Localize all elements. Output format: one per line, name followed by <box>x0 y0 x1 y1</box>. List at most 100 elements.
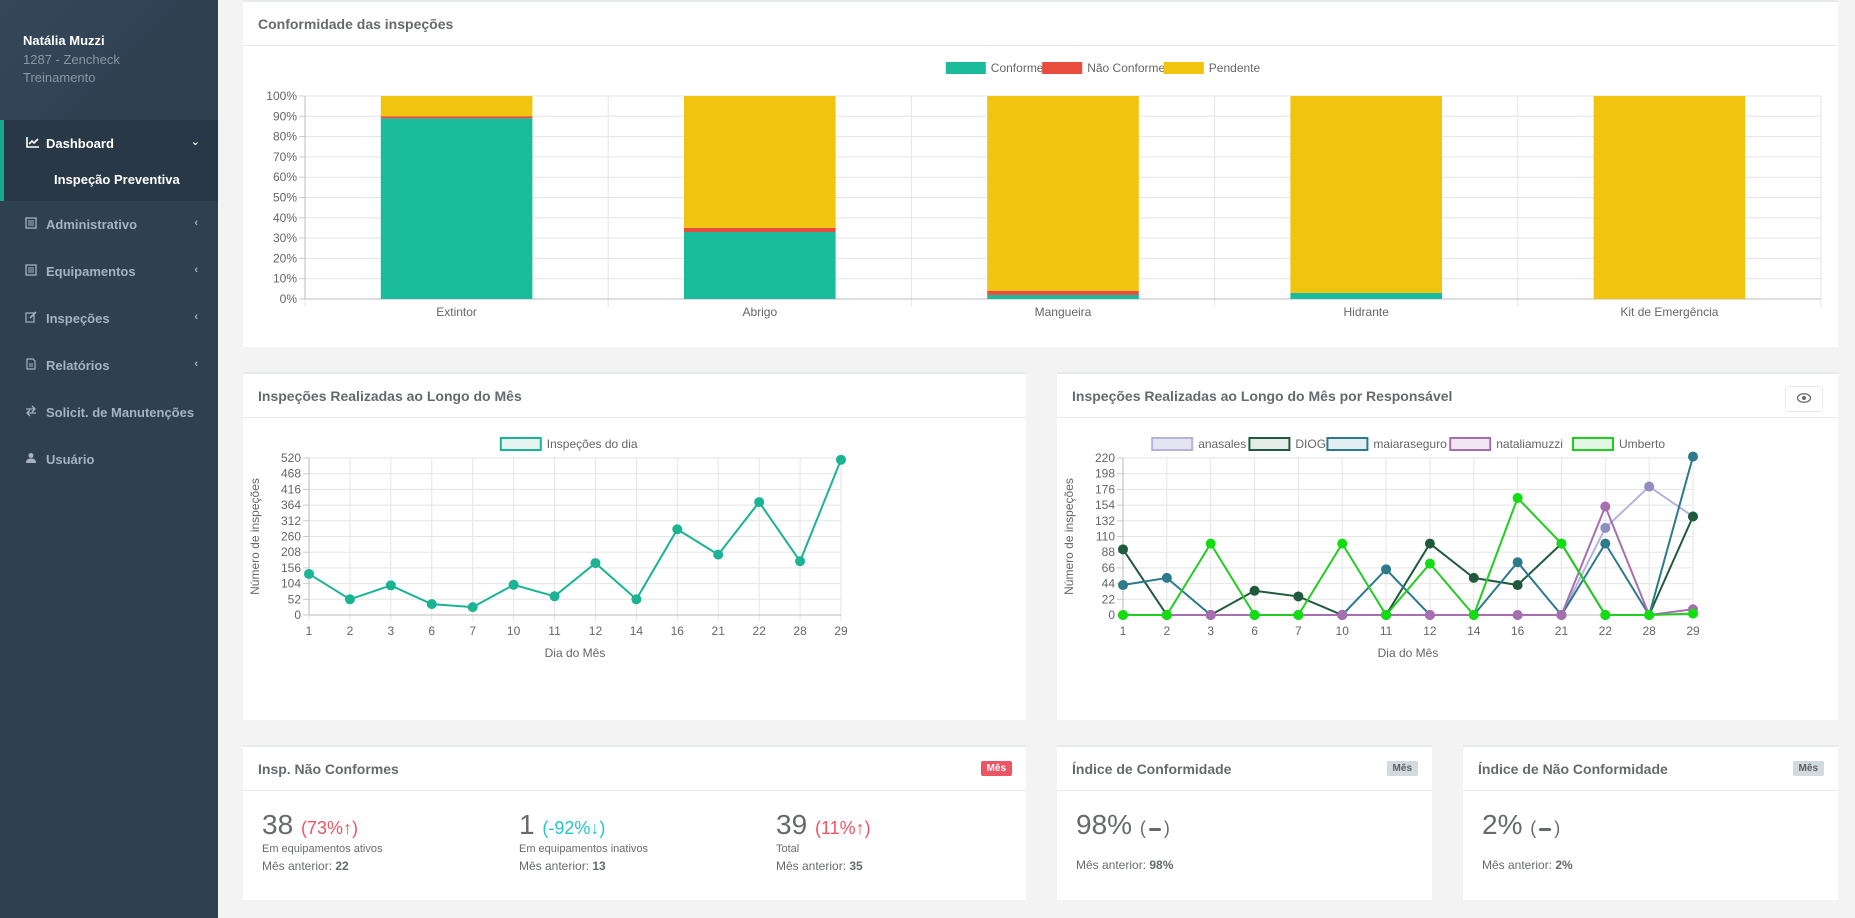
bar-segment[interactable] <box>987 290 1139 295</box>
y-tick-label: 40% <box>273 211 297 225</box>
legend-item[interactable]: Não Conforme <box>1042 61 1166 75</box>
data-point[interactable] <box>1512 492 1523 503</box>
line-chart-icon <box>26 136 40 151</box>
stat-change: (11% <box>814 818 856 838</box>
bar-segment[interactable] <box>380 116 533 119</box>
bar-segment[interactable] <box>684 232 836 299</box>
toggle-visibility-button[interactable] <box>1785 386 1823 412</box>
legend-item[interactable]: anasales <box>1151 437 1246 451</box>
data-point[interactable] <box>1424 538 1435 549</box>
data-point[interactable] <box>836 454 846 465</box>
nonconform-title: Insp. Não Conformes Mês <box>243 747 1026 791</box>
conf-index-title: Índice de Conformidade Mês <box>1057 747 1432 791</box>
data-point[interactable] <box>1205 538 1216 549</box>
sidebar: Natália Muzzi 1287 - Zencheck Treinament… <box>0 0 218 918</box>
bar-segment[interactable] <box>1593 96 1746 299</box>
data-point[interactable] <box>508 579 519 590</box>
data-point[interactable] <box>1249 610 1260 620</box>
data-point[interactable] <box>1556 610 1567 620</box>
data-point[interactable] <box>1600 538 1611 549</box>
data-point[interactable] <box>1337 610 1348 620</box>
data-point[interactable] <box>1205 610 1216 620</box>
bar-segment[interactable] <box>987 294 1139 299</box>
data-point[interactable] <box>1468 572 1479 583</box>
data-point[interactable] <box>1118 580 1128 591</box>
bar-segment[interactable] <box>684 96 836 228</box>
y-tick-label: 104 <box>281 577 301 591</box>
data-point[interactable] <box>304 568 314 579</box>
nonconf-index-title-text: Índice de Não Conformidade <box>1478 761 1668 777</box>
data-point[interactable] <box>467 602 478 613</box>
data-point[interactable] <box>1293 591 1304 602</box>
y-tick-label: 208 <box>281 545 301 559</box>
bar-segment[interactable] <box>684 227 836 233</box>
data-point[interactable] <box>1556 538 1567 549</box>
y-tick-label: 70% <box>273 150 297 164</box>
sidebar-subitem-inspecao-preventiva[interactable]: Inspeção Preventiva <box>54 172 180 187</box>
chevron-left-icon: ‹ <box>194 358 198 370</box>
legend-item[interactable]: DIOGO <box>1248 437 1335 451</box>
data-point[interactable] <box>713 549 724 560</box>
legend-label: nataliamuzzi <box>1496 437 1563 451</box>
data-point[interactable] <box>1161 572 1172 583</box>
data-point[interactable] <box>1600 522 1611 533</box>
data-point[interactable] <box>631 594 642 605</box>
x-tick-label: 6 <box>428 624 435 638</box>
data-point[interactable] <box>1688 608 1698 619</box>
data-point[interactable] <box>1118 544 1128 555</box>
data-point[interactable] <box>754 497 765 508</box>
legend-item[interactable]: Pendente <box>1163 61 1261 75</box>
data-point[interactable] <box>1118 610 1128 620</box>
sidebar-item-administrativo[interactable]: Administrativo ‹ <box>0 201 218 248</box>
data-point[interactable] <box>426 599 437 610</box>
data-point[interactable] <box>1512 610 1523 620</box>
data-point[interactable] <box>1424 610 1435 620</box>
legend-label: Não Conforme <box>1087 61 1165 75</box>
dash-icon <box>1539 827 1552 831</box>
data-point[interactable] <box>672 524 683 535</box>
sidebar-item-inspe-es[interactable]: Inspeções ‹ <box>0 295 218 342</box>
data-point[interactable] <box>1293 610 1304 620</box>
data-point[interactable] <box>1381 610 1392 620</box>
y-tick-label: 220 <box>1095 451 1115 465</box>
data-point[interactable] <box>549 591 560 602</box>
legend-item[interactable]: Umberto <box>1572 437 1665 451</box>
data-point[interactable] <box>1600 610 1611 620</box>
data-point[interactable] <box>1249 585 1260 596</box>
sidebar-item-usu-rio[interactable]: Usuário <box>0 436 218 483</box>
sidebar-item-solicit-de-manuten-es[interactable]: Solicit. de Manutenções <box>0 389 218 436</box>
bar-segment[interactable] <box>987 96 1139 291</box>
user-name[interactable]: Natália Muzzi <box>23 33 105 48</box>
data-point[interactable] <box>385 580 396 591</box>
x-tick-label: 14 <box>630 624 644 638</box>
data-point[interactable] <box>1644 481 1655 492</box>
sidebar-item-relat-rios[interactable]: Relatórios ‹ <box>0 342 218 389</box>
sidebar-item-equipamentos[interactable]: Equipamentos ‹ <box>0 248 218 295</box>
data-point[interactable] <box>1381 564 1392 575</box>
data-point[interactable] <box>1688 511 1698 522</box>
data-point[interactable] <box>1161 610 1172 620</box>
data-point[interactable] <box>1512 580 1523 591</box>
bar-segment[interactable] <box>1290 292 1442 299</box>
dashboard-link[interactable]: Dashboard ⌄ <box>4 120 218 166</box>
bar-segment[interactable] <box>380 118 533 299</box>
bar-segment[interactable] <box>380 96 533 117</box>
data-point[interactable] <box>1468 610 1479 620</box>
legend-item[interactable]: Conforme <box>945 61 1044 75</box>
data-point[interactable] <box>1600 501 1611 512</box>
data-point[interactable] <box>795 556 806 567</box>
x-tick-label: 22 <box>752 624 766 638</box>
sidebar-item-label: Relatórios <box>46 358 110 373</box>
legend-item[interactable]: Inspeções do dia <box>499 437 638 451</box>
data-point[interactable] <box>1644 610 1655 620</box>
data-point[interactable] <box>1424 558 1435 569</box>
legend-item[interactable]: maiaraseguro <box>1326 437 1447 451</box>
data-point[interactable] <box>344 594 355 605</box>
data-point[interactable] <box>590 558 601 569</box>
legend-item[interactable]: nataliamuzzi <box>1449 437 1563 451</box>
x-tick-label: Hidrante <box>1344 305 1390 319</box>
data-point[interactable] <box>1337 538 1348 549</box>
data-point[interactable] <box>1688 451 1698 462</box>
bar-segment[interactable] <box>1290 96 1442 293</box>
data-point[interactable] <box>1512 557 1523 568</box>
